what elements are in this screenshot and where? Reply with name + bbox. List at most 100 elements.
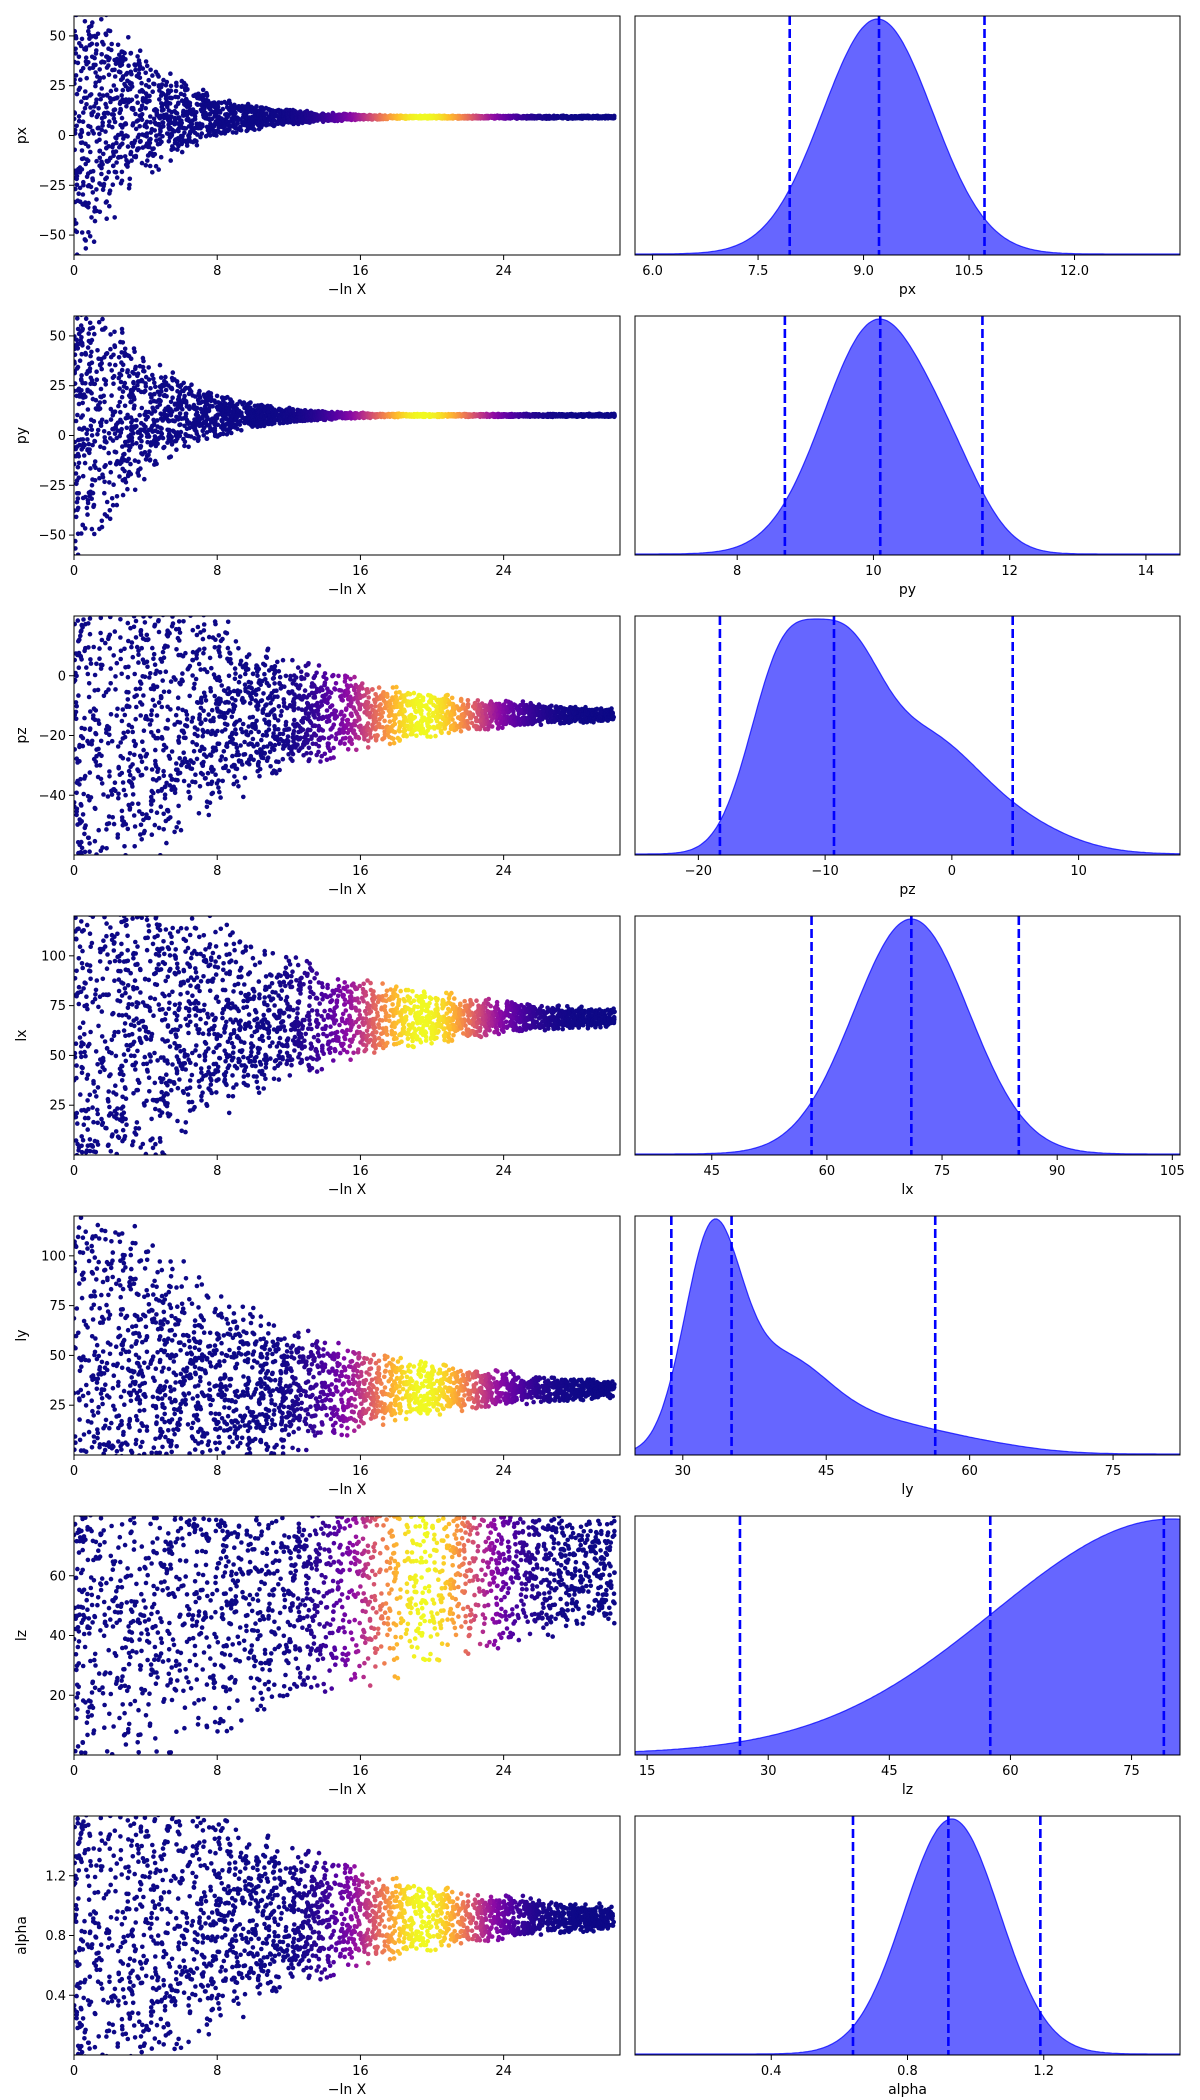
sample-point <box>133 364 138 370</box>
sample-point <box>74 116 77 122</box>
sample-point <box>74 471 79 476</box>
sample-point <box>140 66 146 71</box>
sample-point <box>101 75 106 80</box>
sample-point <box>86 144 91 149</box>
sample-point <box>144 119 150 125</box>
sample-point <box>82 310 87 315</box>
sample-point <box>116 355 122 360</box>
sample-point <box>89 337 95 343</box>
sample-point <box>108 469 114 475</box>
x-tick-label: 9.0 <box>853 264 874 279</box>
sample-point <box>89 496 94 502</box>
sample-point <box>94 377 100 383</box>
sample-point <box>103 129 108 134</box>
sample-point <box>230 130 236 135</box>
sample-point <box>118 379 124 385</box>
sample-point <box>168 399 174 405</box>
sample-point <box>148 119 153 125</box>
sample-point <box>74 73 79 78</box>
sample-point <box>122 346 128 352</box>
sample-point <box>77 297 82 302</box>
sample-point <box>157 97 162 102</box>
sample-point <box>74 418 79 424</box>
sample-point <box>119 326 125 332</box>
sample-point <box>109 393 114 398</box>
sample-point <box>169 434 174 440</box>
y-tick-label: −25 <box>39 179 66 194</box>
sample-point <box>76 284 81 289</box>
sample-point <box>159 101 164 106</box>
sample-point <box>107 119 112 124</box>
sample-point <box>156 167 161 172</box>
sample-point <box>93 34 99 40</box>
sample-point <box>122 451 127 457</box>
sample-point <box>143 59 149 64</box>
sample-point <box>97 92 102 97</box>
sample-point <box>111 83 117 88</box>
sample-point <box>84 102 89 107</box>
y-tick-label: 0 <box>58 129 66 144</box>
sample-point <box>107 28 113 34</box>
sample-point <box>76 454 82 459</box>
sample-point <box>135 54 140 59</box>
sample-point <box>103 463 108 468</box>
sample-point <box>82 442 87 448</box>
sample-point <box>135 100 140 105</box>
sample-point <box>79 373 84 378</box>
sample-point <box>74 546 78 551</box>
sample-point <box>83 55 89 60</box>
sample-point <box>73 300 78 305</box>
sample-point <box>168 158 173 163</box>
sample-point <box>169 132 175 138</box>
sample-point <box>151 376 156 382</box>
sample-point <box>85 512 90 517</box>
sample-point <box>126 186 132 191</box>
sample-point <box>139 80 144 86</box>
sample-point <box>229 399 235 405</box>
sample-point <box>113 450 119 455</box>
sample-point <box>106 169 111 175</box>
sample-point <box>112 329 117 335</box>
sample-point <box>180 406 185 412</box>
sample-point <box>88 105 93 110</box>
sample-point <box>169 95 174 101</box>
sample-point <box>77 559 82 564</box>
sample-point <box>115 42 121 48</box>
sample-point <box>100 162 105 167</box>
sample-point <box>92 531 97 537</box>
sample-point <box>83 45 89 50</box>
sample-point <box>215 104 221 110</box>
sample-point <box>74 91 80 97</box>
sample-point <box>101 42 106 47</box>
sample-point <box>177 433 183 439</box>
sample-point <box>148 114 153 119</box>
sample-point <box>164 394 169 399</box>
sample-point <box>86 230 91 235</box>
sample-point <box>97 406 103 411</box>
sample-point <box>101 151 106 157</box>
sample-point <box>152 128 157 133</box>
sample-point <box>83 316 89 322</box>
sample-point <box>235 426 240 432</box>
sample-point <box>110 438 116 443</box>
sample-point <box>99 417 105 423</box>
sample-point <box>241 400 247 405</box>
sample-point <box>132 487 138 493</box>
sample-point <box>114 494 120 499</box>
sample-point <box>92 459 98 464</box>
sample-point <box>160 120 166 125</box>
sample-point <box>134 441 139 446</box>
sample-point <box>88 288 93 293</box>
sample-point <box>175 95 181 100</box>
sample-point <box>187 100 193 106</box>
sample-point <box>76 491 81 496</box>
sample-point <box>104 351 110 356</box>
sample-point <box>187 425 192 431</box>
sample-point <box>138 138 143 144</box>
sample-point <box>134 417 139 423</box>
sample-point <box>152 409 158 414</box>
sample-point <box>168 71 173 76</box>
sample-point <box>201 433 206 438</box>
sample-point <box>238 128 244 133</box>
